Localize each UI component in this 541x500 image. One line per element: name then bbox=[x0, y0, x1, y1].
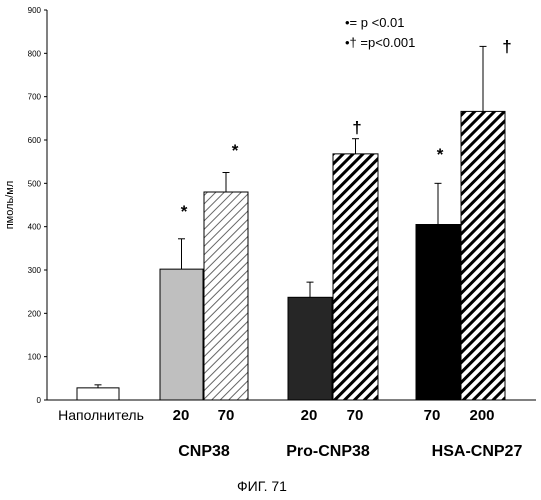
category-label: 70 bbox=[347, 407, 364, 424]
category-label: Наполнитель bbox=[58, 407, 144, 423]
y-tick-label: 100 bbox=[28, 353, 42, 362]
bar bbox=[333, 154, 378, 400]
error-bar bbox=[223, 173, 230, 193]
group-labels: CNP38 Pro-CNP38 HSA-CNP27 bbox=[178, 443, 522, 460]
significance-mark: * bbox=[181, 202, 188, 221]
bar bbox=[77, 388, 119, 400]
bar bbox=[416, 225, 460, 401]
y-axis-label: пмоль/мл bbox=[4, 181, 16, 230]
significance-mark: † bbox=[502, 37, 511, 56]
error-bar bbox=[352, 139, 359, 154]
group-label: HSA-CNP27 bbox=[432, 443, 523, 460]
category-label: 20 bbox=[301, 407, 318, 424]
bar bbox=[160, 269, 203, 400]
bar bbox=[288, 297, 332, 400]
y-tick-label: 900 bbox=[28, 6, 42, 15]
legend-entry-2: •† =p<0.001 bbox=[345, 35, 415, 50]
category-labels: Наполнитель 20 70 20 70 70 200 bbox=[58, 407, 494, 424]
group-label: Pro-CNP38 bbox=[286, 443, 370, 460]
y-tick-label: 500 bbox=[28, 179, 42, 188]
y-ticks: 0 100 200 300 400 500 600 700 800 900 bbox=[28, 6, 47, 405]
significance-mark: * bbox=[232, 141, 239, 160]
category-label: 20 bbox=[173, 407, 190, 424]
error-bar bbox=[307, 282, 314, 297]
significance-mark: † bbox=[352, 118, 361, 137]
y-tick-label: 700 bbox=[28, 93, 42, 102]
y-tick-label: 600 bbox=[28, 136, 42, 145]
y-tick-label: 400 bbox=[28, 223, 42, 232]
error-bar bbox=[480, 46, 487, 111]
legend-entry-1: •= p <0.01 bbox=[345, 15, 405, 30]
significance-mark: * bbox=[437, 145, 444, 164]
legend: •= p <0.01 •† =p<0.001 bbox=[345, 15, 415, 50]
figure-caption: ФИГ. 71 bbox=[237, 478, 287, 494]
y-tick-label: 800 bbox=[28, 49, 42, 58]
y-tick-label: 200 bbox=[28, 309, 42, 318]
group-label: CNP38 bbox=[178, 443, 230, 460]
y-tick-label: 0 bbox=[37, 396, 42, 405]
y-tick-label: 300 bbox=[28, 266, 42, 275]
category-label: 70 bbox=[218, 407, 235, 424]
category-label: 70 bbox=[424, 407, 441, 424]
bar bbox=[204, 192, 248, 400]
category-label: 200 bbox=[469, 407, 494, 424]
error-bar bbox=[435, 183, 442, 224]
bar bbox=[461, 111, 505, 400]
error-bar bbox=[178, 239, 185, 269]
